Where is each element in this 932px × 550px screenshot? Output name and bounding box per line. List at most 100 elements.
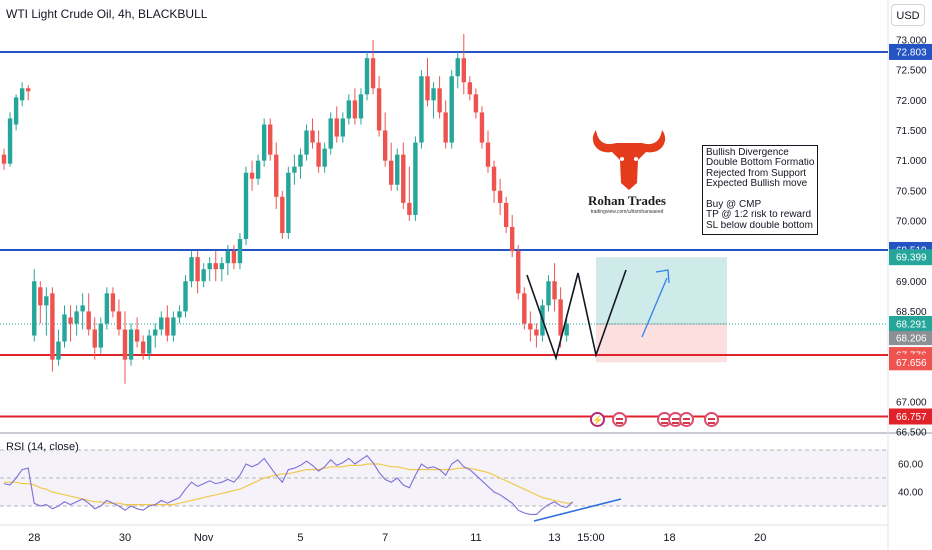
- candle-body: [407, 202, 412, 215]
- candle-body: [255, 160, 261, 179]
- price-label: 68.291: [896, 320, 927, 331]
- candle-body: [274, 154, 279, 197]
- candle-body: [352, 100, 358, 119]
- candle-body: [110, 293, 116, 312]
- candle-body: [401, 154, 406, 203]
- candle-body: [26, 88, 31, 92]
- candle-body: [516, 251, 521, 294]
- y-tick-label: 71.500: [896, 126, 927, 137]
- candle-body: [104, 293, 110, 324]
- candle-body: [322, 148, 327, 167]
- candle-body: [165, 317, 170, 336]
- candle-body: [413, 142, 418, 215]
- us-flag-icon[interactable]: [704, 412, 719, 427]
- rsi-ma-line: [4, 463, 573, 506]
- candle-body: [80, 305, 85, 312]
- bull-eye: [634, 157, 638, 161]
- candle-body: [546, 281, 551, 306]
- candle-body: [461, 58, 466, 83]
- y-tick-label: 73.000: [896, 36, 927, 47]
- arrow-head-icon: [655, 269, 670, 284]
- rsi-line: [3, 454, 574, 515]
- bull-head-shape: [592, 130, 666, 190]
- candle-body: [346, 100, 352, 119]
- candle-body: [419, 76, 424, 143]
- candle-body: [237, 239, 243, 264]
- candle-body: [122, 329, 128, 360]
- currency-button[interactable]: USD: [891, 4, 925, 26]
- y-tick-label: 67.000: [896, 397, 927, 408]
- candle-body: [225, 251, 231, 264]
- rsi-tick-label: 60.00: [898, 460, 923, 471]
- y-tick-label: 68.500: [896, 307, 927, 318]
- candle-body: [358, 94, 364, 119]
- trade-note: Bullish Divergence Double Bottom Formati…: [702, 145, 818, 235]
- candle-body: [50, 293, 55, 360]
- price-label: 72.803: [896, 47, 927, 58]
- note-line: Rejected from Support: [706, 168, 807, 179]
- y-tick-label: 66.500: [896, 428, 927, 439]
- candle-body: [316, 142, 321, 167]
- us-flag-icon[interactable]: [679, 412, 694, 427]
- stop-loss-zone: [596, 324, 727, 363]
- candle-body: [7, 118, 13, 164]
- candle-body: [292, 166, 297, 173]
- brand-name: Rohan Trades: [588, 193, 666, 208]
- candle-body: [201, 269, 206, 282]
- note-line: Buy @ CMP: [706, 200, 762, 211]
- candle-body: [443, 112, 448, 143]
- candle-body: [558, 299, 563, 336]
- bolt-icon[interactable]: ⚡: [590, 412, 605, 427]
- candle-body: [328, 118, 333, 149]
- candle-body: [32, 281, 37, 336]
- candle-body: [455, 58, 460, 77]
- x-tick-label: Nov: [194, 532, 214, 544]
- candle-body: [207, 263, 212, 270]
- us-flag-icon[interactable]: [612, 412, 627, 427]
- price-label-bg: [889, 331, 932, 346]
- candle-body: [62, 314, 67, 342]
- candle-body: [44, 296, 49, 306]
- candle-body: [171, 317, 176, 336]
- note-line: Double Bottom Formation: [706, 158, 814, 169]
- x-tick-label: 5: [297, 532, 303, 544]
- x-tick-label: 7: [382, 532, 388, 544]
- candle-body: [395, 154, 400, 185]
- candle-body: [261, 124, 267, 161]
- brand-url: tradingview.com/u/itsrohansaeed: [590, 209, 664, 215]
- note-line: SL below double bottom: [706, 220, 813, 231]
- rsi-title: RSI (14, close): [6, 441, 79, 453]
- note-line: TP @ 1:2 risk to reward: [706, 210, 811, 221]
- double-bottom-pattern: [526, 269, 627, 361]
- candle-body: [98, 323, 103, 348]
- candle-body: [56, 341, 61, 360]
- candle-body: [219, 263, 224, 270]
- rsi-tick-label: 40.00: [898, 488, 923, 499]
- y-tick-label: 69.000: [896, 277, 927, 288]
- candle-body: [552, 281, 557, 300]
- bull-eye: [620, 157, 624, 161]
- candle-body: [437, 88, 442, 113]
- candle-body: [147, 335, 152, 354]
- candle-body: [189, 257, 194, 282]
- projection-arrow: [641, 277, 668, 338]
- candle-body: [1, 154, 7, 164]
- candle-body: [38, 287, 43, 306]
- candle-body: [268, 124, 273, 155]
- candle-body: [92, 329, 97, 348]
- x-tick-label: 15:00: [577, 532, 605, 544]
- candle-body: [68, 317, 73, 324]
- candle-body: [304, 130, 309, 155]
- price-label: 67.656: [896, 358, 927, 369]
- candle-body: [389, 160, 394, 185]
- chart-title: WTI Light Crude Oil, 4h, BLACKBULL: [6, 7, 208, 21]
- x-tick-label: 11: [470, 532, 481, 544]
- candle-body: [425, 76, 430, 101]
- price-label: 66.757: [896, 412, 927, 423]
- x-tick-label: 13: [548, 532, 560, 544]
- candle-body: [479, 112, 485, 143]
- candle-body: [522, 293, 527, 324]
- candle-body: [128, 329, 134, 360]
- rsi-divergence-line: [533, 498, 622, 522]
